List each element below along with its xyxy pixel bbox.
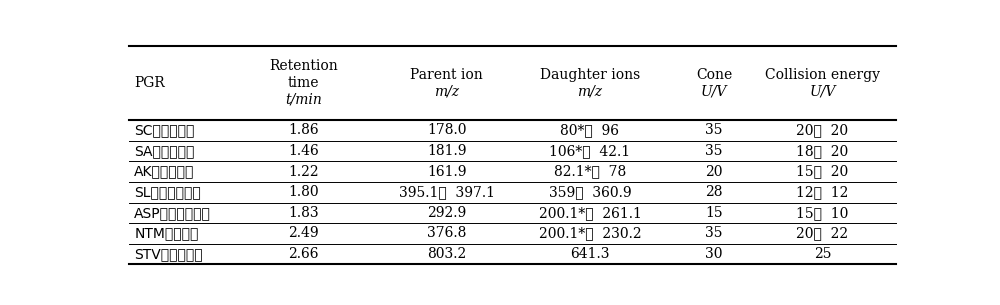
Text: STV（甜菊苷）: STV（甜菊苷） (134, 247, 203, 261)
Text: 106*，  42.1: 106*， 42.1 (549, 144, 631, 158)
Text: time: time (288, 76, 319, 90)
Text: 20，  22: 20， 22 (796, 226, 849, 240)
Text: ASP（阿斯巴甜）: ASP（阿斯巴甜） (134, 206, 211, 220)
Text: 35: 35 (705, 226, 723, 240)
Text: 1.46: 1.46 (288, 144, 319, 158)
Text: 161.9: 161.9 (427, 165, 466, 178)
Text: 35: 35 (705, 123, 723, 137)
Text: Daughter ions: Daughter ions (540, 67, 640, 81)
Text: Retention: Retention (269, 59, 338, 73)
Text: 178.0: 178.0 (427, 123, 466, 137)
Text: 35: 35 (705, 144, 723, 158)
Text: 1.80: 1.80 (288, 185, 319, 199)
Text: AK（安赛蜜）: AK（安赛蜜） (134, 165, 195, 178)
Text: 80*，  96: 80*， 96 (560, 123, 620, 137)
Text: Collision energy: Collision energy (765, 67, 880, 81)
Text: U/V: U/V (701, 84, 727, 99)
Text: m/z: m/z (434, 84, 459, 99)
Text: 2.66: 2.66 (288, 247, 318, 261)
Text: 181.9: 181.9 (427, 144, 466, 158)
Text: 28: 28 (705, 185, 723, 199)
Text: 1.22: 1.22 (288, 165, 319, 178)
Text: 2.49: 2.49 (288, 226, 319, 240)
Text: PGR: PGR (134, 76, 165, 90)
Text: 376.8: 376.8 (427, 226, 466, 240)
Text: 18，  20: 18， 20 (796, 144, 849, 158)
Text: 12，  12: 12， 12 (796, 185, 849, 199)
Text: SC（甜蜜素）: SC（甜蜜素） (134, 123, 195, 137)
Text: 15，  20: 15， 20 (796, 165, 849, 178)
Text: 292.9: 292.9 (427, 206, 466, 220)
Text: 20，  20: 20， 20 (796, 123, 849, 137)
Text: 395.1，  397.1: 395.1， 397.1 (399, 185, 495, 199)
Text: 15，  10: 15， 10 (796, 206, 849, 220)
Text: 641.3: 641.3 (570, 247, 610, 261)
Text: SL（三氯蔗糖）: SL（三氯蔗糖） (134, 185, 201, 199)
Text: 1.86: 1.86 (288, 123, 319, 137)
Text: 20: 20 (705, 165, 723, 178)
Text: m/z: m/z (578, 84, 602, 99)
Text: Cone: Cone (696, 67, 732, 81)
Text: t/min: t/min (285, 93, 322, 107)
Text: NTM（纽甜）: NTM（纽甜） (134, 226, 199, 240)
Text: 359，  360.9: 359， 360.9 (549, 185, 631, 199)
Text: 200.1*，  261.1: 200.1*， 261.1 (539, 206, 641, 220)
Text: Parent ion: Parent ion (410, 67, 483, 81)
Text: U/V: U/V (809, 84, 836, 99)
Text: 82.1*，  78: 82.1*， 78 (554, 165, 626, 178)
Text: 1.83: 1.83 (288, 206, 319, 220)
Text: SA（糖精钉）: SA（糖精钉） (134, 144, 195, 158)
Text: 15: 15 (705, 206, 723, 220)
Text: 200.1*，  230.2: 200.1*， 230.2 (539, 226, 641, 240)
Text: 803.2: 803.2 (427, 247, 466, 261)
Text: 30: 30 (705, 247, 723, 261)
Text: 25: 25 (814, 247, 831, 261)
